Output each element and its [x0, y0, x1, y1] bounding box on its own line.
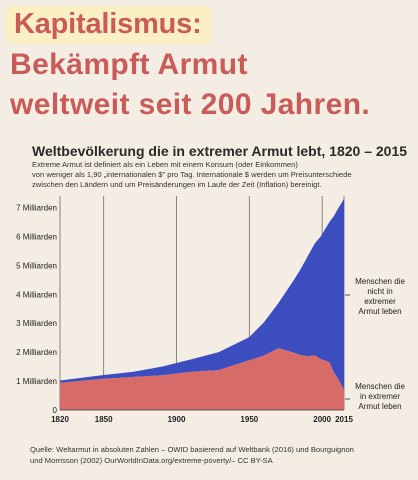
headline-highlight-box: Kapitalismus: — [6, 6, 211, 44]
y-tick-label: 1 Milliarden — [16, 377, 57, 386]
y-tick-label: 4 Milliarden — [16, 290, 57, 299]
source-note: Quelle: Weltarmut in absoluten Zahlen – … — [30, 444, 414, 466]
chart-title: Weltbevölkerung die in extremer Armut le… — [32, 143, 408, 159]
label-not-extreme-poverty-line: Armut leben — [358, 307, 401, 316]
headline-keyword: Kapitalismus: — [14, 8, 202, 40]
label-extreme-poverty-line: in extremer — [360, 392, 400, 401]
chart-subtitle: Extreme Armut ist definiert als ein Lebe… — [32, 160, 412, 190]
area-not-extreme-poverty — [60, 198, 344, 390]
x-tick-label: 1850 — [95, 415, 113, 424]
y-tick-label: 3 Milliarden — [16, 319, 57, 328]
y-tick-label: 0 — [53, 406, 58, 415]
label-not-extreme-poverty-line: extremer — [364, 297, 396, 306]
subtitle-line: Extreme Armut ist definiert als ein Lebe… — [32, 160, 298, 169]
headline-line-2: Bekämpft Armut — [10, 48, 248, 81]
subtitle-line: von weniger als 1,90 „internationalen $"… — [32, 170, 352, 179]
label-extreme-poverty-line: Menschen die — [355, 382, 405, 391]
x-tick-label: 1820 — [51, 415, 69, 424]
y-tick-label: 5 Milliarden — [16, 261, 57, 270]
x-tick-label: 2000 — [313, 415, 331, 424]
label-extreme-poverty-line: Armut leben — [358, 402, 401, 411]
x-tick-label: 2015 — [335, 415, 353, 424]
area-extreme-poverty — [60, 348, 344, 410]
headline-line-3: weltweit seit 200 Jahren. — [10, 88, 371, 121]
axis-layer: 0 1 Milliarden 2 Milliarden 3 Milliarden 4 M… — [16, 204, 353, 424]
y-tick-label: 2 Milliarden — [16, 348, 57, 357]
x-tick-label: 1950 — [240, 415, 258, 424]
source-line: und Morrisson (2002) OurWorldInData.org/… — [30, 456, 273, 465]
y-tick-label: 7 Milliarden — [16, 204, 57, 213]
label-not-extreme-poverty-line: nicht in — [367, 287, 392, 296]
source-line: Quelle: Weltarmut in absoluten Zahlen – … — [30, 445, 354, 454]
x-tick-label: 1900 — [168, 415, 186, 424]
area-layer — [60, 198, 344, 410]
subtitle-line: zwischen den Ländern und um Preisänderun… — [32, 180, 322, 189]
y-tick-label: 6 Milliarden — [16, 232, 57, 241]
label-not-extreme-poverty-line: Menschen die — [355, 277, 405, 286]
